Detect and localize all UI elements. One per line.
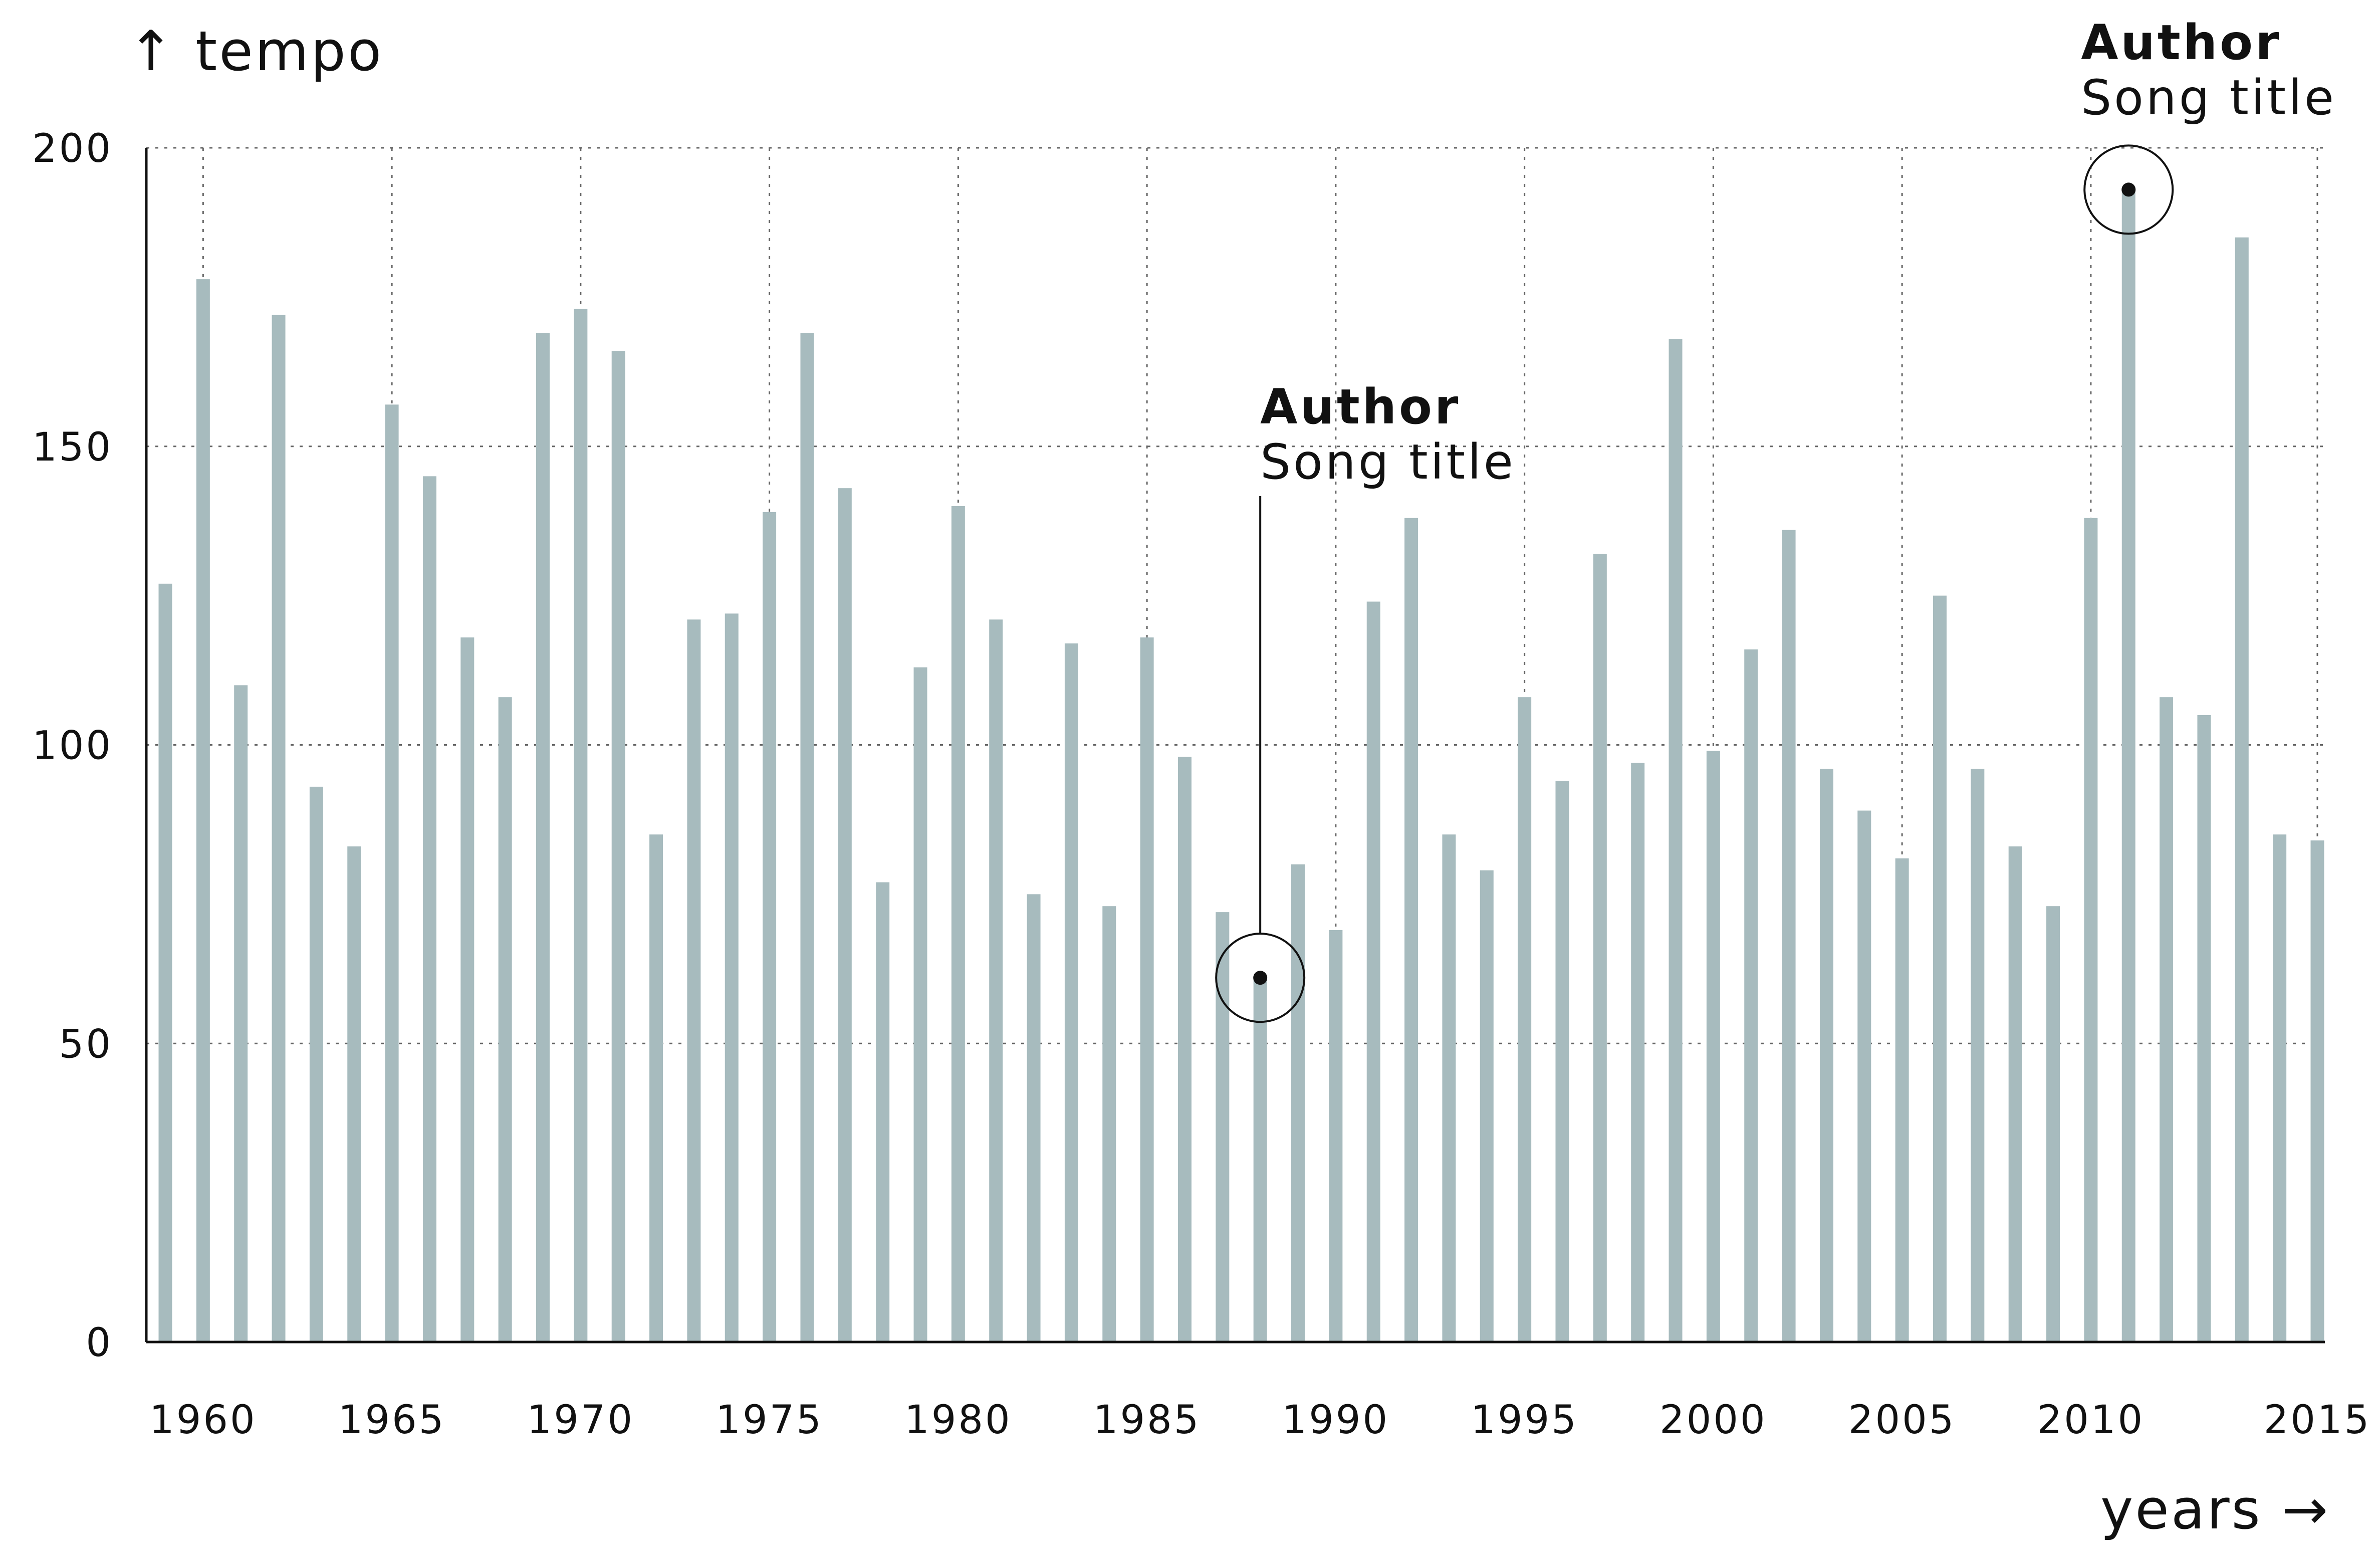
y-tick-labels: 0 50 100 150 200 bbox=[32, 126, 113, 1366]
bar-1993 bbox=[1442, 834, 1456, 1342]
bar-1972 bbox=[649, 834, 663, 1342]
y-tick-label-200: 200 bbox=[32, 126, 113, 171]
bar-1971 bbox=[611, 351, 625, 1342]
bar-1977 bbox=[838, 488, 852, 1342]
x-tick-label-2010: 2010 bbox=[2037, 1398, 2145, 1443]
bar-1969 bbox=[536, 333, 550, 1342]
x-tick-label-1965: 1965 bbox=[338, 1398, 446, 1443]
bar-1984 bbox=[1102, 906, 1116, 1342]
bar-1963 bbox=[309, 786, 323, 1342]
bar-1998 bbox=[1631, 763, 1645, 1342]
x-tick-label-1995: 1995 bbox=[1471, 1398, 1578, 1443]
bar-1982 bbox=[1027, 894, 1041, 1342]
x-tick-label-1985: 1985 bbox=[1093, 1398, 1201, 1443]
x-tick-label-2015: 2015 bbox=[2264, 1398, 2371, 1443]
y-tick-label-0: 0 bbox=[86, 1320, 113, 1366]
annotation-point bbox=[2121, 182, 2136, 197]
bar-1961 bbox=[234, 685, 248, 1342]
x-tick-labels: 1960 1965 1970 1975 1980 1985 1990 1995 2000 2005… bbox=[149, 1398, 2371, 1443]
bar-2001 bbox=[1744, 649, 1758, 1342]
bar-1986 bbox=[1177, 757, 1192, 1342]
bar-1980 bbox=[951, 506, 965, 1342]
bar-1979 bbox=[913, 667, 927, 1342]
bar-2012 bbox=[2160, 697, 2174, 1342]
bar-2007 bbox=[1971, 769, 1985, 1342]
bar-2002 bbox=[1782, 530, 1796, 1342]
y-tick-label-150: 150 bbox=[32, 425, 113, 470]
bar-1967 bbox=[460, 637, 474, 1342]
bar-1997 bbox=[1593, 554, 1607, 1342]
bar-1988 bbox=[1253, 978, 1267, 1342]
bar-1983 bbox=[1064, 643, 1078, 1342]
annotation-author: Author bbox=[1260, 379, 1461, 435]
bar-1974 bbox=[725, 613, 739, 1342]
bar-2008 bbox=[2008, 846, 2022, 1342]
bar-2000 bbox=[1706, 751, 1720, 1342]
annotation-author: Author bbox=[2081, 15, 2281, 71]
bar-1975 bbox=[763, 512, 777, 1343]
bar-1994 bbox=[1480, 870, 1494, 1342]
x-tick-label-1990: 1990 bbox=[1282, 1398, 1390, 1443]
bar-1987 bbox=[1216, 912, 1230, 1342]
x-tick-label-2000: 2000 bbox=[1659, 1398, 1767, 1443]
bar-1962 bbox=[272, 315, 286, 1342]
bar-1981 bbox=[989, 619, 1003, 1342]
y-tick-label-100: 100 bbox=[32, 724, 113, 769]
y-axis-title: ↑ tempo bbox=[128, 19, 383, 83]
bar-2006 bbox=[1933, 595, 1947, 1342]
x-tick-label-1970: 1970 bbox=[527, 1398, 635, 1443]
bar-2010 bbox=[2084, 518, 2098, 1342]
bar-1960 bbox=[196, 279, 210, 1343]
bar-1992 bbox=[1404, 518, 1418, 1342]
x-tick-label-1980: 1980 bbox=[904, 1398, 1012, 1443]
bar-1966 bbox=[422, 476, 436, 1343]
bar-1989 bbox=[1291, 864, 1305, 1342]
bar-2009 bbox=[2046, 906, 2060, 1342]
bar-1991 bbox=[1366, 601, 1380, 1342]
bar-2016 bbox=[2310, 840, 2324, 1342]
annotation-song-title: Song title bbox=[1260, 434, 1516, 490]
bar-2004 bbox=[1857, 810, 1871, 1342]
bar-1985 bbox=[1140, 637, 1154, 1342]
x-axis-title: years → bbox=[2100, 1477, 2330, 1541]
bar-1999 bbox=[1669, 339, 1683, 1342]
bar-2014 bbox=[2235, 237, 2249, 1342]
annotation-song-title: Song title bbox=[2081, 70, 2336, 126]
bar-2005 bbox=[1895, 858, 1909, 1342]
bar-1978 bbox=[876, 882, 890, 1342]
x-tick-label-1975: 1975 bbox=[716, 1398, 823, 1443]
x-tick-label-1960: 1960 bbox=[149, 1398, 257, 1443]
y-tick-label-50: 50 bbox=[59, 1022, 113, 1067]
axes bbox=[145, 148, 2325, 1344]
bars bbox=[158, 189, 2324, 1343]
bar-1996 bbox=[1555, 780, 1569, 1342]
bar-1968 bbox=[498, 697, 512, 1342]
bar-2003 bbox=[1819, 769, 1833, 1342]
bar-1990 bbox=[1329, 930, 1343, 1342]
bar-2011 bbox=[2121, 189, 2135, 1342]
bar-2015 bbox=[2273, 834, 2287, 1342]
bar-1973 bbox=[687, 619, 701, 1342]
bar-2013 bbox=[2197, 715, 2211, 1342]
bar-1995 bbox=[1518, 697, 1532, 1342]
bar-1965 bbox=[385, 404, 399, 1342]
bar-1959 bbox=[158, 583, 172, 1342]
bar-1976 bbox=[800, 333, 814, 1342]
bar-1970 bbox=[574, 309, 588, 1342]
bar-1964 bbox=[347, 846, 361, 1342]
annotation-circle bbox=[2083, 144, 2174, 235]
x-tick-label-2005: 2005 bbox=[1848, 1398, 1956, 1443]
annotation-point bbox=[1253, 971, 1268, 985]
